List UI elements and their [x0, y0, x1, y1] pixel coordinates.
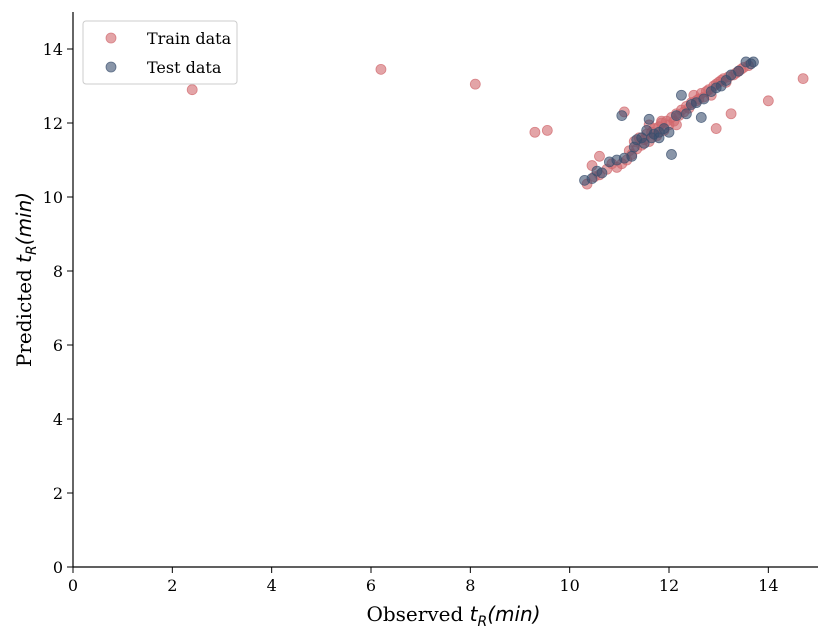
- data-point: [676, 89, 687, 101]
- data-point: [671, 110, 682, 121]
- y-tick-label: 4: [53, 410, 63, 429]
- series-train-data: [186, 60, 809, 190]
- data-point: [186, 84, 198, 96]
- y-tick-label: 12: [43, 114, 63, 133]
- y-tick-label: 6: [53, 336, 63, 355]
- legend-label: Train data: [147, 29, 232, 48]
- x-tick-label: 14: [758, 576, 778, 595]
- data-point: [541, 124, 553, 136]
- y-tick-label: 14: [43, 40, 63, 59]
- y-tick-label: 2: [53, 484, 63, 503]
- data-point: [695, 112, 707, 123]
- y-tick-label: 10: [43, 188, 63, 207]
- data-point: [762, 95, 774, 107]
- series-test-data: [579, 56, 759, 186]
- data-point: [638, 137, 650, 149]
- data-point: [594, 150, 605, 162]
- y-axis-title: Predicted tR(min): [12, 192, 40, 367]
- y-tick-label: 0: [53, 558, 63, 577]
- data-point: [596, 167, 608, 179]
- x-tick-label: 10: [559, 576, 579, 595]
- data-point: [626, 150, 638, 162]
- legend-marker: [105, 61, 117, 73]
- data-point: [733, 65, 744, 77]
- data-point: [529, 126, 541, 138]
- x-tick-label: 0: [68, 576, 78, 595]
- data-point: [616, 110, 628, 121]
- data-points: [186, 56, 809, 190]
- data-point: [663, 126, 675, 138]
- data-point: [671, 119, 682, 131]
- data-point: [710, 123, 722, 134]
- data-point: [643, 113, 655, 125]
- data-point: [653, 132, 665, 144]
- data-point: [680, 108, 692, 120]
- legend-frame: [82, 20, 238, 85]
- data-point: [797, 73, 809, 84]
- data-point: [586, 173, 598, 184]
- data-point: [698, 93, 710, 105]
- x-tick-label: 2: [167, 576, 177, 595]
- data-point: [725, 108, 737, 120]
- x-tick-label: 8: [465, 576, 475, 595]
- x-tick-label: 12: [659, 576, 679, 595]
- x-tick-label: 6: [366, 576, 376, 595]
- x-tick-label: 4: [267, 576, 277, 595]
- legend-marker: [105, 32, 117, 44]
- legend-label: Test data: [147, 58, 222, 77]
- y-tick-label: 8: [53, 262, 63, 281]
- data-point: [748, 56, 759, 68]
- axes: 0 2 4 6 8 10 12 14 0 2 4 6 8 10 12 14: [43, 12, 818, 595]
- data-point: [375, 63, 387, 75]
- data-point: [666, 149, 677, 160]
- legend: Train data Test data: [82, 20, 238, 85]
- data-point: [469, 78, 481, 90]
- axis-titles: Observed tR(min) Predicted tR(min): [12, 192, 541, 630]
- x-axis-title: Observed tR(min): [366, 602, 540, 630]
